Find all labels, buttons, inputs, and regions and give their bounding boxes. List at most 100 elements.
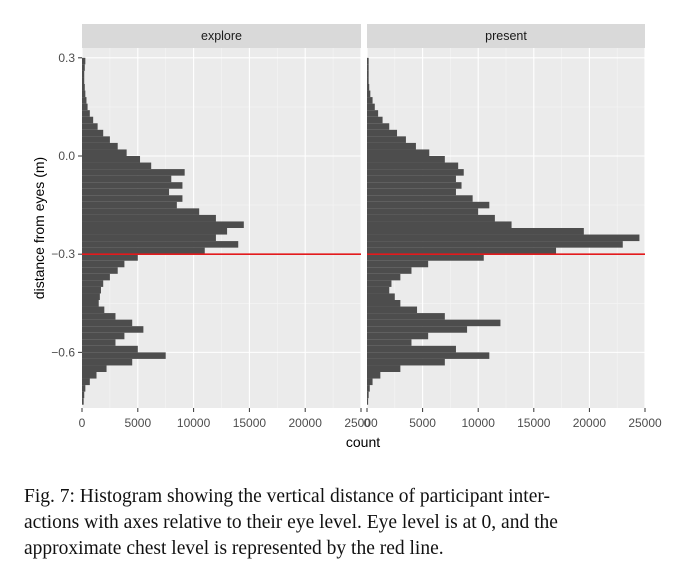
x-tick-label: 25000 (628, 416, 662, 430)
histogram-bar (82, 123, 98, 130)
x-tick-label: 15000 (517, 416, 551, 430)
x-axis-label: count (346, 434, 380, 450)
histogram-bar (367, 326, 468, 333)
histogram-bar (82, 57, 86, 65)
x-tick-label: 25000 (344, 416, 378, 430)
histogram-bar (82, 385, 86, 392)
histogram-bar (82, 306, 105, 314)
histogram-bar (367, 254, 484, 261)
histogram-bar (82, 234, 216, 242)
figure-caption: Fig. 7: Histogram showing the vertical d… (24, 484, 664, 562)
histogram-bar (82, 280, 104, 287)
histogram-bar (82, 103, 88, 111)
x-tick-label: 10000 (177, 416, 211, 430)
histogram-bar (82, 208, 200, 215)
histogram-bar (82, 221, 244, 228)
histogram-bar (82, 162, 152, 170)
histogram-bar (367, 234, 640, 242)
histogram-bar (367, 182, 462, 189)
facet-strip-label: explore (201, 29, 242, 43)
histogram-bar (82, 142, 118, 150)
histogram-bar (367, 188, 456, 196)
histogram-bar (367, 398, 369, 405)
histogram-bar (367, 123, 390, 130)
y-tick-label: −0.3 (51, 247, 75, 261)
histogram-bar (82, 391, 85, 399)
histogram-bar (82, 293, 100, 300)
histogram-bar (367, 339, 412, 346)
y-axis: 0.3 0.0 −0.3 −0.6 (51, 51, 82, 359)
histogram-bar (82, 241, 239, 248)
histogram-bar (367, 385, 370, 392)
y-tick-label: −0.6 (51, 345, 75, 359)
histogram-bar (82, 398, 84, 405)
histogram-bar (82, 326, 144, 333)
histogram-bar (367, 195, 473, 202)
histogram-bar (82, 64, 85, 71)
histogram-bar (82, 254, 138, 261)
x-tick-label: 0 (364, 416, 371, 430)
facet-strip-label: present (485, 29, 527, 43)
histogram-bar (367, 306, 418, 314)
x-tick-label: 10000 (462, 416, 496, 430)
facet-strip (367, 24, 645, 48)
histogram-bar (82, 201, 177, 209)
histogram-bar (82, 365, 107, 372)
histogram-bar (367, 103, 375, 111)
histogram-bar (367, 110, 379, 117)
histogram-bar (367, 84, 370, 91)
panel-0: explore 0 5000 10000 15000 20000 25000 (79, 24, 378, 430)
y-tick-label: 0.0 (58, 149, 75, 163)
facet-strip (82, 24, 361, 48)
histogram-bar (82, 129, 104, 137)
x-tick-label: 5000 (124, 416, 151, 430)
histogram-bar (82, 339, 116, 346)
histogram-bar (367, 273, 401, 281)
histogram-bar (367, 300, 401, 307)
histogram-bar (367, 332, 429, 340)
y-axis-label: distance from eyes (m) (31, 157, 47, 299)
histogram-bar (367, 149, 430, 156)
histogram-bar (82, 188, 170, 196)
histogram-bar (82, 182, 183, 189)
histogram-bar (367, 129, 398, 137)
histogram-bar (367, 208, 479, 215)
histogram-bar (367, 260, 429, 268)
histogram-bar (367, 77, 369, 84)
x-tick-label: 0 (79, 416, 86, 430)
histogram-figure: explore 0 5000 10000 15000 20000 25000 present 0… (31, 24, 662, 450)
histogram-bar (367, 280, 392, 287)
histogram-bar (82, 286, 101, 294)
histogram-bar (367, 162, 459, 170)
histogram-bar (82, 378, 90, 386)
histogram-bar (367, 372, 381, 379)
histogram-bar (82, 247, 205, 255)
caption-line: Fig. 7: Histogram showing the vertical d… (24, 486, 550, 507)
histogram-bar (367, 70, 369, 78)
panel-1: present 0 5000 10000 15000 20000 25000 (364, 24, 662, 430)
histogram-bar (82, 149, 127, 156)
histogram-bar (82, 70, 85, 78)
histogram-bar (367, 90, 371, 98)
histogram-bar (367, 247, 557, 255)
histogram-bar (367, 228, 584, 235)
histogram-bar (367, 156, 445, 163)
x-tick-label: 20000 (289, 416, 323, 430)
histogram-bar (367, 97, 373, 104)
histogram-bar (367, 358, 445, 366)
histogram-bar (367, 391, 369, 399)
histogram-bar (367, 293, 395, 300)
caption-line: actions with axes relative to their eye … (24, 512, 558, 533)
histogram-bar (82, 352, 166, 359)
histogram-bar (82, 110, 90, 117)
histogram-bar (82, 267, 118, 274)
histogram-bar (82, 116, 94, 124)
histogram-bar (82, 319, 133, 327)
x-tick-label: 5000 (409, 416, 436, 430)
histogram-bar (367, 214, 495, 222)
histogram-bar (367, 116, 383, 124)
histogram-bar (82, 332, 125, 340)
histogram-bar (82, 214, 216, 222)
histogram-bar (367, 352, 490, 359)
histogram-bar (367, 378, 373, 386)
